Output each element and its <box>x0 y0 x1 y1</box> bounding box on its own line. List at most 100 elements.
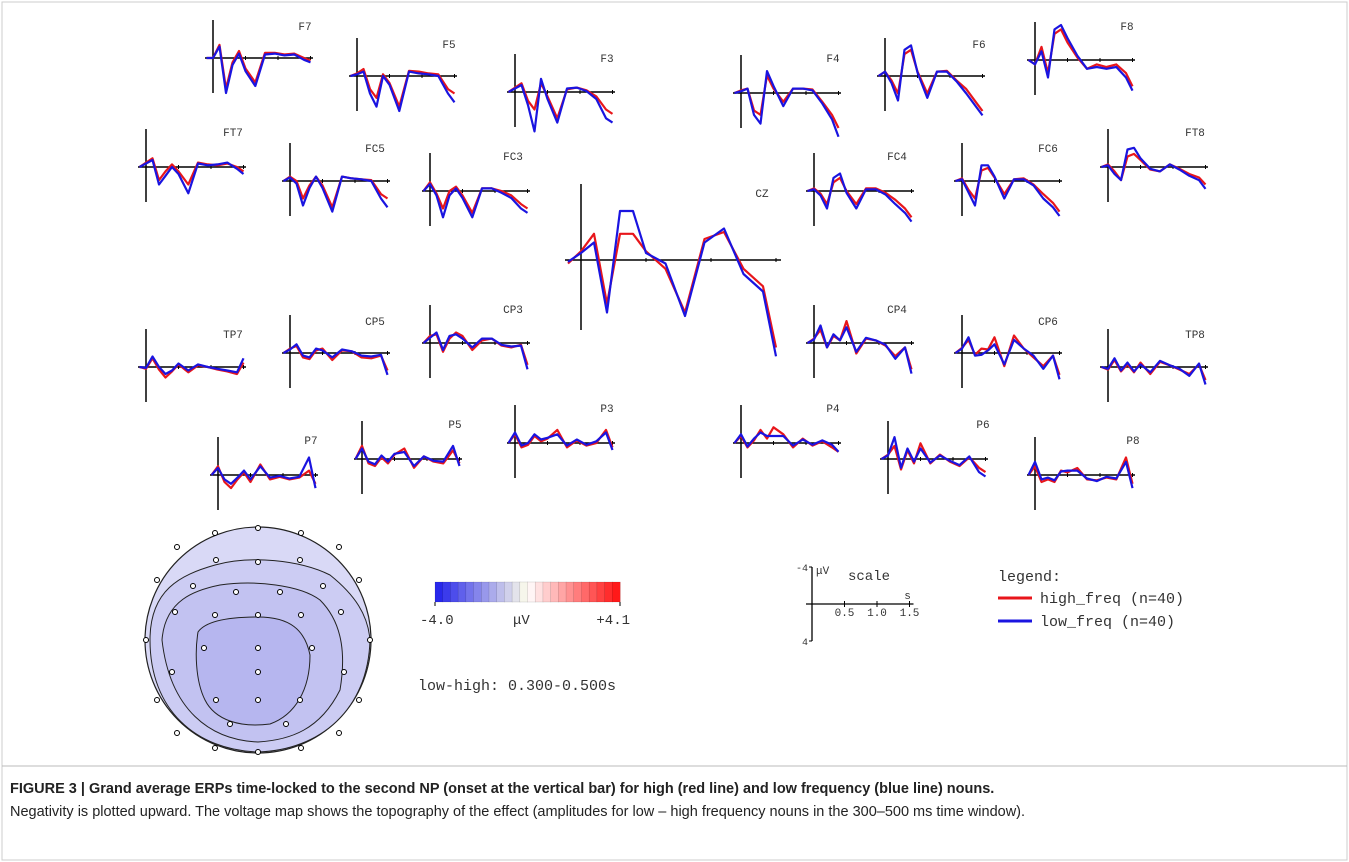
waveform <box>733 431 840 453</box>
electrode-label: CP4 <box>887 305 907 317</box>
waveform <box>880 436 987 478</box>
electrode-dot <box>174 544 180 550</box>
electrode-dot <box>212 745 218 751</box>
electrode-label: P7 <box>304 436 317 448</box>
colorbar-cell <box>442 581 451 603</box>
waveform <box>354 444 461 469</box>
map-label: low-high: 0.300-0.500s <box>418 678 616 695</box>
electrode-dot <box>320 583 326 589</box>
waveform <box>1101 357 1207 385</box>
legend-title: legend: <box>998 569 1061 586</box>
head-map <box>143 525 373 755</box>
waveform <box>807 176 913 218</box>
scale-x-unit: s <box>904 591 911 603</box>
colorbar-cell <box>558 581 567 603</box>
electrode-label: F6 <box>972 40 985 52</box>
electrode-dot <box>227 721 233 727</box>
colorbar-cell <box>488 581 498 603</box>
electrode-label: FC6 <box>1038 144 1058 156</box>
electrode-dot <box>174 730 180 736</box>
scale-y-unit: μV <box>816 566 830 578</box>
waveform <box>422 331 529 370</box>
colorbar-cell <box>588 581 598 603</box>
scale-tick-label: 1.0 <box>867 608 887 620</box>
legend-label: high_freq (n=40) <box>1040 591 1184 608</box>
electrode-dot <box>336 544 342 550</box>
colorbar-unit: μV <box>513 613 530 629</box>
colorbar: -4.0 μV +4.1 <box>420 581 630 629</box>
colorbar-cell <box>550 581 559 603</box>
scale-tick-label: -4 <box>796 564 808 575</box>
electrode-label: F4 <box>826 54 840 66</box>
electrode-label: CZ <box>755 189 769 201</box>
electrode-label: CP5 <box>365 317 385 329</box>
colorbar-cell <box>473 581 482 603</box>
legend-label: low_freq (n=40) <box>1040 614 1175 631</box>
waveform <box>955 164 1061 217</box>
scale-tick-label: 0.5 <box>835 608 855 620</box>
electrode-dot <box>213 557 219 563</box>
colorbar-cell <box>534 581 544 603</box>
waveform <box>507 428 614 449</box>
electrode-dot <box>298 745 304 751</box>
electrode-dot <box>213 697 219 703</box>
electrode-label: P6 <box>976 420 989 432</box>
electrode-dot <box>277 589 283 595</box>
electrode-dot <box>356 697 362 703</box>
waveform <box>807 172 913 223</box>
waveform <box>422 182 529 219</box>
electrode-dot <box>297 697 303 703</box>
electrode-label: TP7 <box>223 330 243 342</box>
scale-tick-label: 4 <box>802 638 808 649</box>
electrode-label: F5 <box>442 40 455 52</box>
electrode-dot <box>367 637 373 643</box>
colorbar-cell <box>604 581 613 603</box>
scale-tick-label: 1.5 <box>900 608 920 620</box>
waveform <box>1027 23 1134 92</box>
colorbar-cell <box>481 581 490 603</box>
colorbar-cell <box>511 581 521 603</box>
caption-text: Negativity is plotted upward. The voltag… <box>10 804 1025 820</box>
waveform <box>282 175 389 213</box>
electrode-dot <box>255 612 261 618</box>
electrode-dot <box>298 530 304 536</box>
waveform <box>877 48 984 112</box>
waveform <box>806 320 913 370</box>
electrode-dot <box>143 637 149 643</box>
waveform <box>567 230 778 348</box>
colorbar-cell <box>581 581 590 603</box>
colorbar-max: +4.1 <box>596 613 630 629</box>
electrode-dot <box>255 669 261 675</box>
electrode-dot <box>338 609 344 615</box>
electrode-label: P4 <box>826 404 840 416</box>
waveform <box>282 343 389 376</box>
electrode-dot <box>201 645 207 651</box>
electrode-label: FC3 <box>503 152 523 164</box>
electrode-dot <box>283 721 289 727</box>
electrode-dot <box>356 577 362 583</box>
electrode-dot <box>309 645 315 651</box>
waveform <box>350 70 456 113</box>
waveform <box>877 44 984 117</box>
waveform <box>507 77 614 133</box>
electrode-label: F3 <box>600 54 613 66</box>
caption-title: FIGURE 3 | Grand average ERPs time-locke… <box>10 781 994 797</box>
scale-title: scale <box>848 569 890 585</box>
colorbar-cell <box>450 581 459 603</box>
colorbar-min: -4.0 <box>420 613 454 629</box>
electrode-dot <box>255 749 261 755</box>
waveform <box>734 70 840 138</box>
electrode-label: P3 <box>600 404 613 416</box>
electrode-dot <box>336 730 342 736</box>
electrode-dot <box>297 557 303 563</box>
contour <box>195 616 311 726</box>
electrode-dot <box>190 583 196 589</box>
electrode-dot <box>255 697 261 703</box>
electrode-label: TP8 <box>1185 330 1205 342</box>
electrode-dot <box>255 645 261 651</box>
colorbar-cell <box>542 581 552 603</box>
waveform <box>954 336 1061 380</box>
waveform <box>1027 456 1134 485</box>
